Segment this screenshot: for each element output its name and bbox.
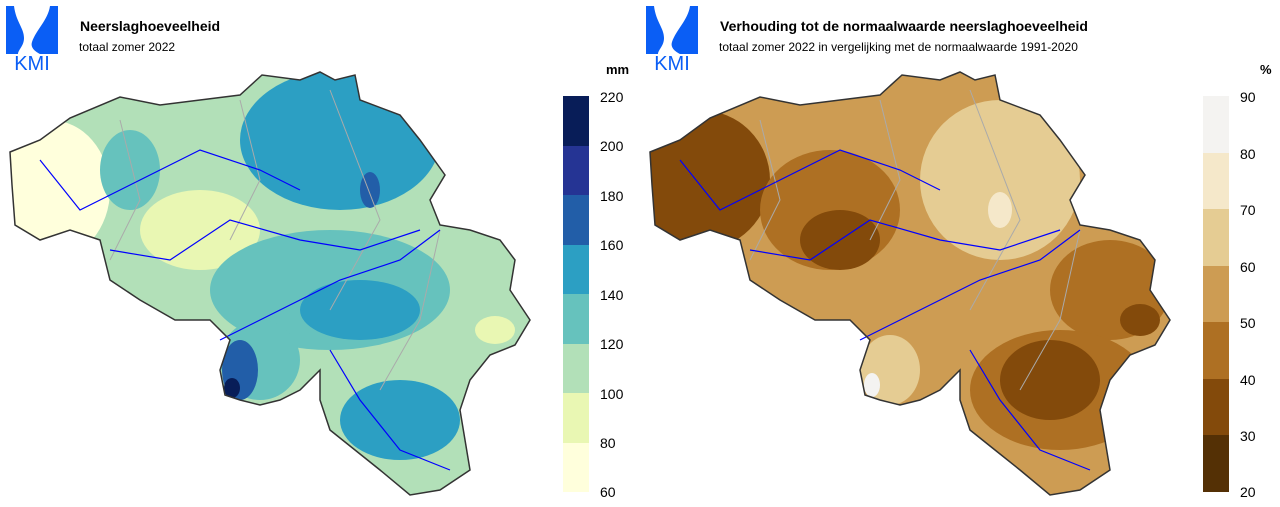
legend-unit: %	[1260, 62, 1272, 77]
legend-bin	[1203, 322, 1229, 379]
legend-bin	[563, 145, 589, 195]
legend-bin	[1203, 435, 1229, 493]
province-borders	[109, 89, 441, 391]
legend-tick: 80	[600, 435, 616, 451]
province-borders	[749, 89, 1081, 391]
legend-bin	[563, 96, 589, 146]
legend-tick: 100	[600, 386, 624, 402]
svg-text:KMI: KMI	[654, 53, 690, 72]
legend-tick: 140	[600, 287, 624, 303]
legend-tick: 60	[600, 484, 616, 500]
rivers	[39, 149, 451, 471]
legend-bin	[1203, 378, 1229, 436]
map-title: Verhouding tot de normaalwaarde neerslag…	[720, 18, 1088, 34]
legend-unit: mm	[606, 62, 630, 77]
ratio-legend	[1203, 96, 1229, 493]
legend-bin	[1203, 96, 1229, 153]
legend-tick: 200	[600, 138, 624, 154]
legend-tick: 40	[1240, 372, 1256, 388]
legend-bin	[563, 294, 589, 344]
legend-bin	[1203, 265, 1229, 323]
rivers	[679, 149, 1091, 471]
belgium-outline	[649, 71, 1171, 496]
map-subtitle: totaal zomer 2022 in vergelijking met de…	[719, 40, 1078, 54]
map-title: Neerslaghoeveelheid	[80, 18, 221, 34]
kmi-logo: KMI	[646, 6, 698, 72]
map-subtitle: totaal zomer 2022	[79, 40, 176, 54]
precipitation-ratio-panel: KMI Verhouding tot de normaalwaarde neer…	[640, 0, 1280, 507]
legend-tick: 80	[1240, 146, 1256, 162]
legend-tick: 180	[600, 188, 624, 204]
belgium-outline	[9, 71, 531, 496]
precipitation-legend	[563, 96, 589, 492]
legend-tick: 60	[1240, 259, 1256, 275]
belgium-ratio-map	[649, 71, 1171, 496]
legend-bin	[563, 343, 589, 393]
legend-bin	[563, 195, 589, 245]
legend-tick: 220	[600, 89, 624, 105]
belgium-precipitation-map	[9, 71, 531, 496]
legend-bin	[1203, 209, 1229, 266]
legend-tick: 90	[1240, 89, 1256, 105]
precipitation-panel: KMI Neerslaghoeveelheid totaal zomer 202…	[6, 6, 630, 500]
svg-text:KMI: KMI	[14, 53, 50, 72]
legend-tick: 30	[1240, 428, 1256, 444]
legend-bin	[563, 393, 589, 443]
kmi-logo: KMI	[6, 6, 58, 72]
legend-tick: 50	[1240, 315, 1256, 331]
legend-tick: 70	[1240, 202, 1256, 218]
legend-tick: 120	[600, 336, 624, 352]
legend-bin	[563, 244, 589, 294]
legend-bin	[1203, 152, 1229, 210]
legend-tick: 20	[1240, 484, 1256, 500]
legend-bin	[563, 442, 589, 492]
legend-tick: 160	[600, 237, 624, 253]
